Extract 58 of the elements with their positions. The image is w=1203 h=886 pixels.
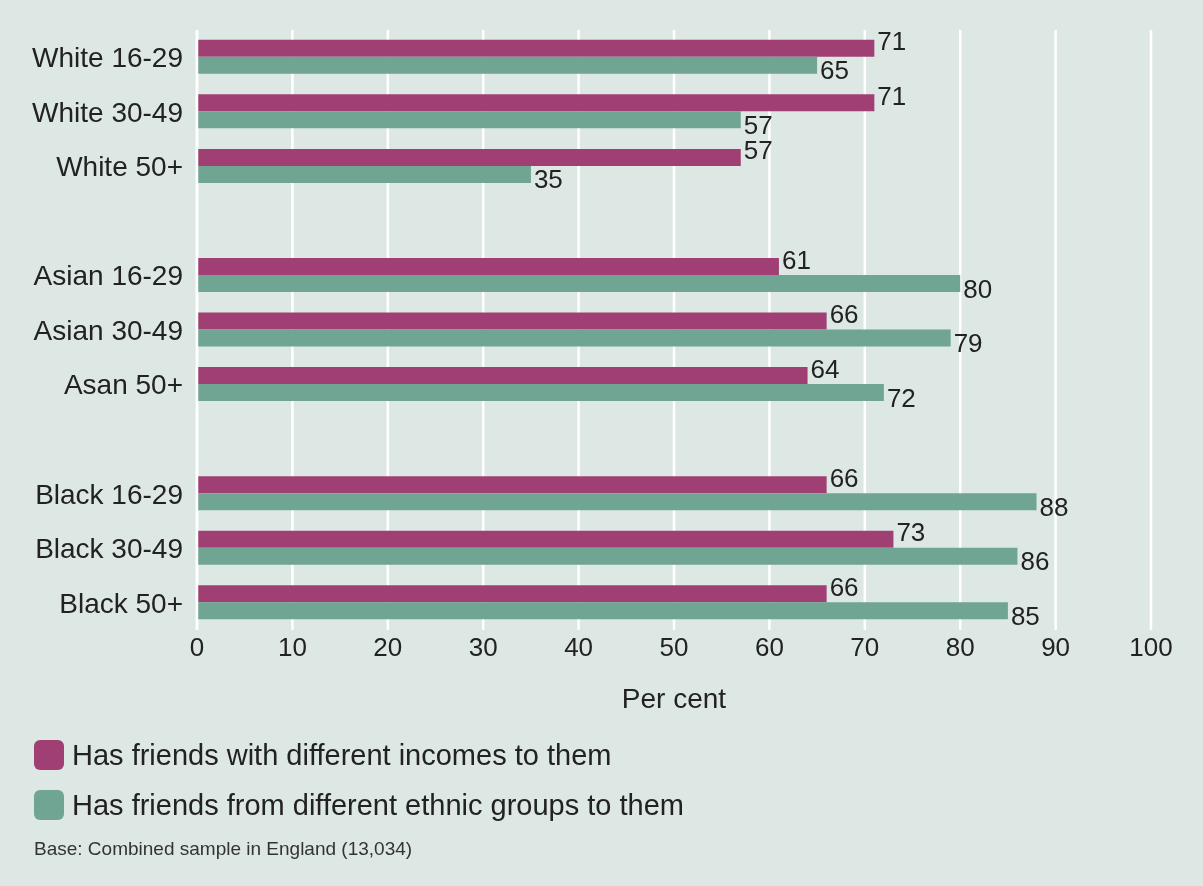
data-label: 86 (1020, 546, 1050, 577)
bar (197, 312, 827, 330)
bar (197, 56, 818, 74)
text: Base: Combined sample in England (13,034) (33, 838, 414, 860)
bar (197, 585, 827, 603)
y-tick-label: Black 30-49 (35, 533, 183, 565)
bar (197, 384, 884, 402)
x-tick-label: 10 (277, 632, 307, 663)
legend-label: Has friends with different incomes to them (72, 738, 612, 772)
data-label: 79 (953, 328, 983, 359)
y-tick-label: Black 16-29 (35, 478, 183, 510)
y-tick-label: Asian 16-29 (33, 260, 183, 292)
data-label: 65 (820, 55, 850, 86)
data-label: 66 (829, 462, 859, 493)
bar (197, 39, 875, 57)
y-tick-label: White 30-49 (32, 96, 183, 128)
data-label: 85 (1010, 600, 1040, 631)
bar (197, 367, 808, 385)
data-label: 80 (963, 273, 993, 304)
legend-label: Has friends from different ethnic groups to them (72, 788, 684, 822)
bar (197, 111, 741, 129)
x-tick-label: 60 (754, 632, 784, 663)
y-tick-label: White 16-29 (32, 42, 183, 74)
data-label: 66 (829, 299, 859, 330)
data-label: 71 (877, 26, 907, 57)
bar (197, 530, 894, 548)
data-label: 88 (1039, 491, 1069, 522)
bar (197, 493, 1037, 511)
x-tick-label: 50 (659, 632, 689, 663)
x-tick-label: 20 (373, 632, 403, 663)
data-label: 66 (829, 571, 859, 602)
bar (197, 476, 827, 494)
data-label: 35 (533, 164, 563, 195)
y-tick-label: Black 50+ (59, 587, 183, 619)
bar (197, 148, 741, 166)
x-axis-title: Per cent (621, 683, 727, 714)
x-tick-label: 40 (564, 632, 594, 663)
data-label: 72 (886, 382, 916, 413)
x-tick-label: 100 (1129, 632, 1173, 663)
data-label: 64 (810, 353, 840, 384)
bar (197, 329, 951, 347)
bar (197, 165, 531, 183)
bar (197, 275, 961, 292)
data-label: 73 (896, 517, 926, 548)
bar (197, 258, 779, 275)
bar (197, 94, 875, 112)
y-tick-label: White 50+ (56, 151, 183, 183)
x-tick-label: 90 (1041, 632, 1071, 663)
x-tick-label: 80 (945, 632, 975, 663)
x-tick-label: 0 (189, 632, 205, 663)
data-label: 71 (877, 80, 907, 111)
x-tick-label: 30 (468, 632, 498, 663)
data-label: 61 (781, 244, 811, 275)
x-tick-label: 70 (850, 632, 880, 663)
bar (197, 547, 1018, 565)
y-tick-label: Asian 30-49 (33, 314, 183, 346)
bar (197, 602, 1008, 620)
y-tick-label: Asan 50+ (63, 369, 183, 401)
